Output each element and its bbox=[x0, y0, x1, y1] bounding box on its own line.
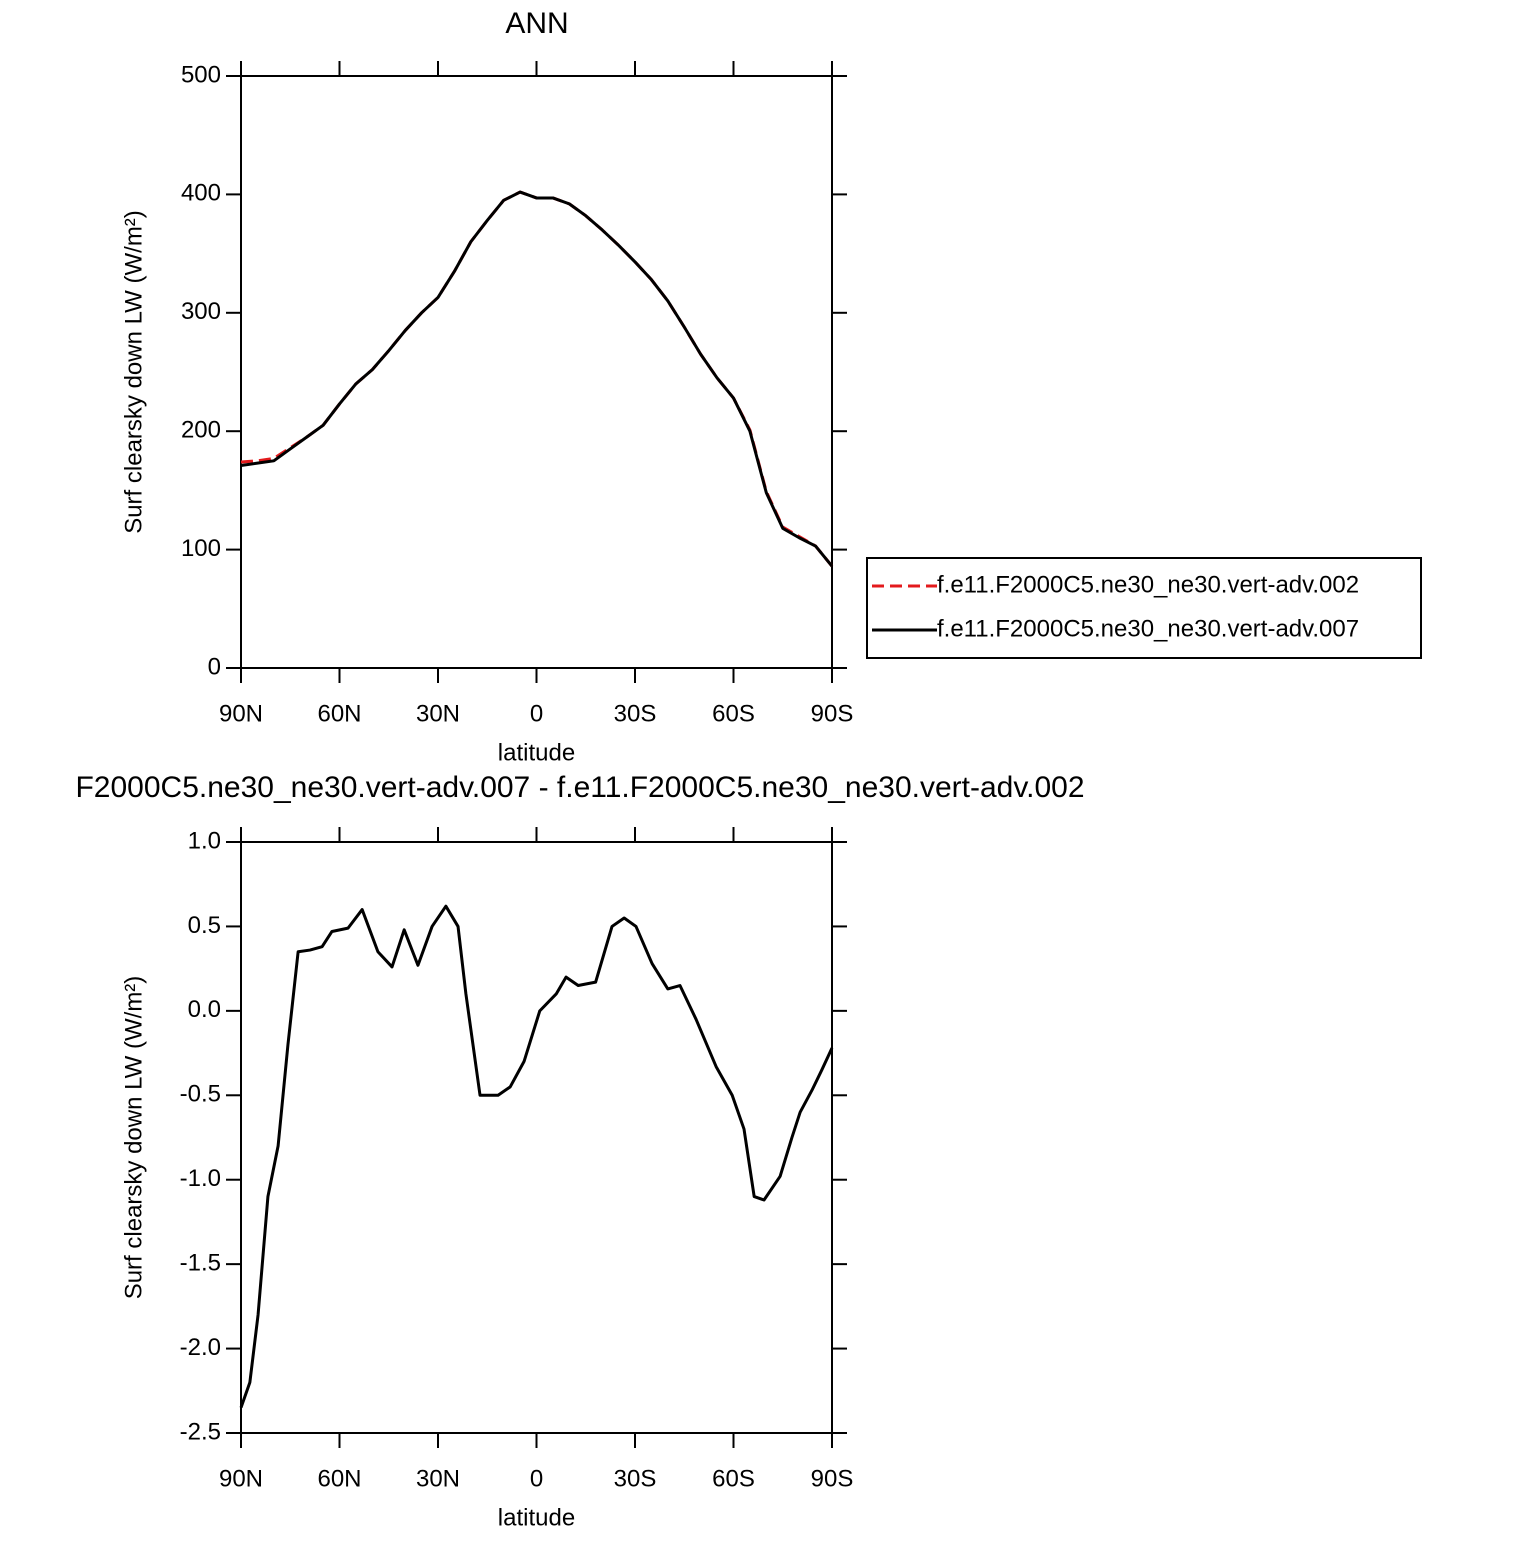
y-tick-label: 0.0 bbox=[188, 996, 221, 1023]
y-tick-label: 1.0 bbox=[188, 827, 221, 854]
y-tick-label: -2.5 bbox=[180, 1418, 221, 1445]
x-tick-label: 30S bbox=[614, 1465, 657, 1492]
x-tick-label: 60S bbox=[712, 1465, 755, 1492]
y-tick-label: -1.5 bbox=[180, 1249, 221, 1276]
x-tick-label: 90N bbox=[219, 700, 263, 727]
y-tick-label: -0.5 bbox=[180, 1081, 221, 1108]
x-tick-label: 30N bbox=[416, 1465, 460, 1492]
data-line bbox=[240, 190, 834, 568]
x-tick-label: 0 bbox=[530, 700, 543, 727]
plot-frame bbox=[240, 841, 833, 1434]
y-tick-label: 400 bbox=[181, 180, 221, 207]
y-tick-label: 300 bbox=[181, 298, 221, 325]
y-tick-label: -1.0 bbox=[180, 1165, 221, 1192]
chart-title: ANN bbox=[505, 7, 568, 40]
x-tick-label: 90S bbox=[811, 1465, 854, 1492]
x-tick-label: 60N bbox=[317, 700, 361, 727]
chart-title: F2000C5.ne30_ne30.vert-adv.007 - f.e11.F… bbox=[75, 771, 1084, 804]
y-tick-label: 200 bbox=[181, 417, 221, 444]
y-tick-label: 0.5 bbox=[188, 912, 221, 939]
x-tick-label: 30S bbox=[614, 700, 657, 727]
x-tick-label: 30N bbox=[416, 700, 460, 727]
legend-label: f.e11.F2000C5.ne30_ne30.vert-adv.002 bbox=[937, 571, 1359, 598]
y-axis-label: Surf clearsky down LW (W/m²) bbox=[120, 210, 147, 534]
x-axis-label: latitude bbox=[498, 1504, 575, 1531]
y-tick-label: 500 bbox=[181, 61, 221, 88]
x-tick-label: 0 bbox=[530, 1465, 543, 1492]
x-axis-label: latitude bbox=[498, 739, 575, 766]
legend-box bbox=[866, 557, 1422, 659]
legend-label: f.e11.F2000C5.ne30_ne30.vert-adv.007 bbox=[937, 615, 1359, 642]
y-tick-label: 0 bbox=[208, 653, 221, 680]
y-tick-label: -2.0 bbox=[180, 1334, 221, 1361]
y-axis-label: Surf clearsky down LW (W/m²) bbox=[120, 976, 147, 1300]
data-line bbox=[239, 904, 834, 1409]
x-tick-label: 60S bbox=[712, 700, 755, 727]
plot-frame bbox=[240, 75, 833, 669]
x-tick-label: 90N bbox=[219, 1465, 263, 1492]
x-tick-label: 60N bbox=[317, 1465, 361, 1492]
data-line bbox=[240, 190, 834, 568]
y-tick-label: 100 bbox=[181, 535, 221, 562]
x-tick-label: 90S bbox=[811, 700, 854, 727]
